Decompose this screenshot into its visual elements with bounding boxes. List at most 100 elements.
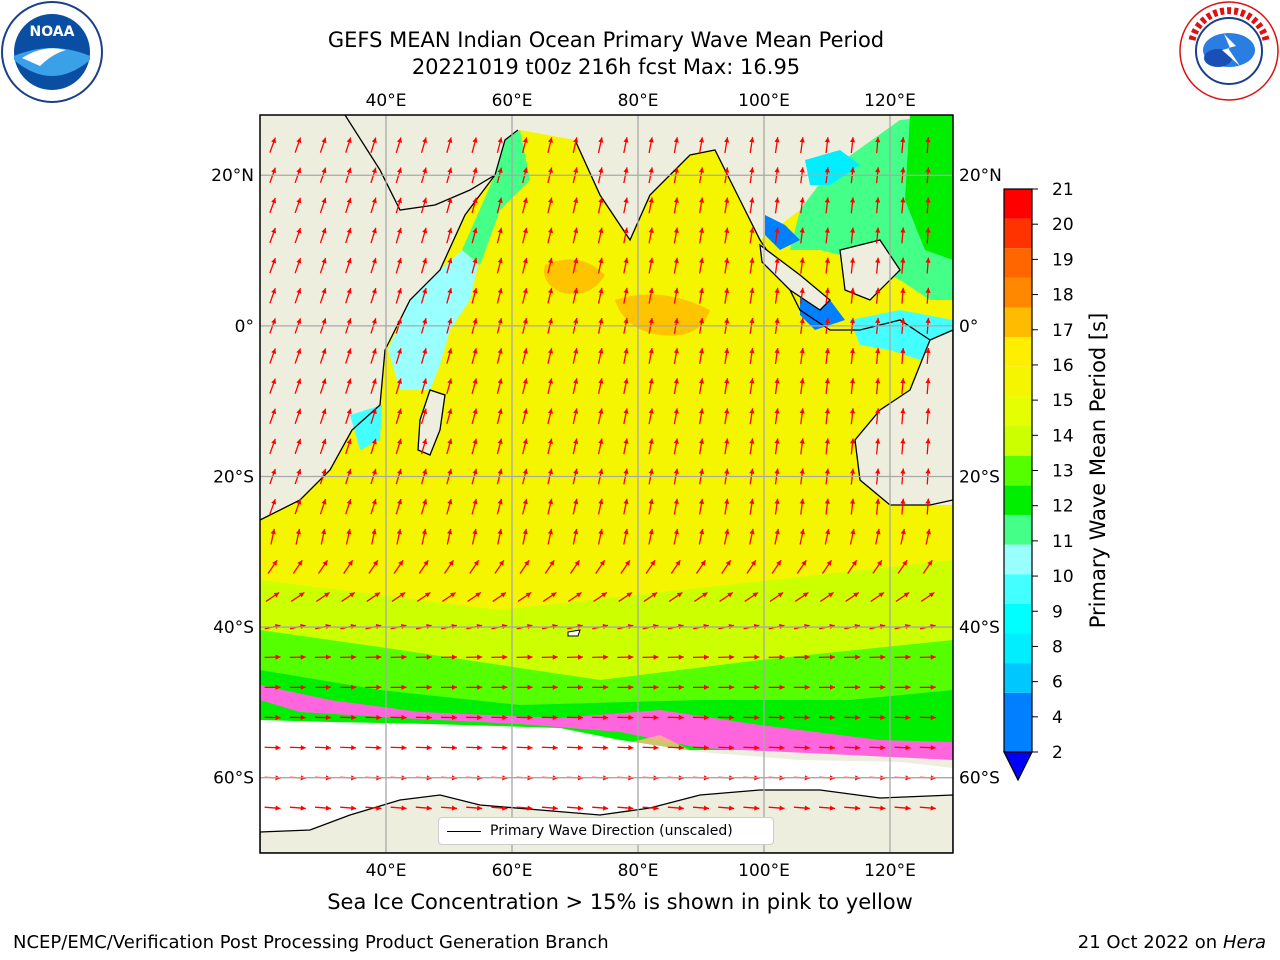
direction-arrow-head [900,167,906,173]
direction-arrow-head [749,167,755,173]
direction-arrow-head [396,498,402,505]
direction-arrow-head [472,408,478,415]
direction-arrow-head [422,498,428,505]
direction-arrow-head [477,714,483,721]
direction-arrow-head [271,348,277,355]
direction-arrow-head [271,408,277,415]
direction-arrow-head [472,227,478,234]
direction-arrow-head [473,560,479,566]
direction-arrow-head [849,378,856,384]
direction-arrow-head [774,167,780,173]
direction-arrow-head [749,137,755,143]
direction-arrow-head [476,805,483,811]
direction-arrow-head [824,137,830,143]
direction-arrow-head [346,197,352,204]
direction-arrow-head [779,684,785,690]
lon-tick-label-top: 120°E [864,91,916,111]
direction-arrow-head [371,197,377,204]
direction-arrow-head [271,468,277,475]
direction-arrow-head [477,745,483,751]
direction-arrow-head [799,468,805,474]
direction-arrow-head [653,805,659,811]
direction-arrow-head [552,654,558,660]
direction-arrow-head [880,684,886,690]
direction-arrow-head [774,498,780,504]
direction-arrow-head [346,528,352,535]
direction-arrow-head [396,137,402,144]
direction-arrow-head [421,528,427,535]
direction-arrow-head [396,257,402,264]
direction-arrow-head [271,137,277,144]
direction-arrow-head [678,654,684,660]
direction-arrow-head [447,197,453,204]
direction-arrow-head [296,258,302,264]
direction-arrow-head [346,408,352,415]
direction-arrow-head [576,592,582,598]
direction-arrow-head [573,408,579,414]
direction-arrow-head [547,227,554,234]
direction-arrow-head [875,227,881,233]
colorbar-bin [1004,189,1032,219]
direction-arrow-head [698,408,705,414]
direction-arrow-head [925,378,931,384]
credit-branch: NCEP/EMC/Verification Post Processing Pr… [13,932,609,953]
direction-arrow-head [804,684,810,690]
map-area [260,115,953,853]
direction-arrow-head [371,468,377,475]
direction-arrow-head [376,684,382,690]
colorbar-tick-label: 10 [1052,567,1074,587]
direction-arrow-head [698,317,705,324]
colorbar-tick-label: 21 [1052,180,1074,200]
direction-arrow-head [522,498,528,505]
colorbar-tick-label: 15 [1052,391,1074,411]
direction-arrow-head [321,197,327,204]
direction-arrow-head [779,714,785,721]
direction-arrow-head [527,654,533,660]
direction-arrow-head [724,137,730,143]
direction-arrow-head [598,227,604,234]
lon-tick-label-bottom: 80°E [618,861,659,881]
direction-arrow-head [371,288,377,294]
direction-arrow-head [472,197,478,204]
direction-arrow-head [724,167,730,173]
direction-arrow-head [849,408,856,414]
direction-arrow-head [875,438,881,444]
direction-arrow-head [552,714,558,721]
direction-arrow-head [447,528,453,535]
direction-arrow-head [401,684,407,690]
direction-arrow-head [447,348,453,354]
direction-arrow-head [703,745,709,751]
direction-arrow-head [522,257,528,264]
direction-arrow-head [650,560,656,566]
direction-arrow-head [447,257,453,264]
direction-arrow-head [623,137,629,143]
direction-arrow-head [522,528,528,535]
direction-arrow-head [648,257,654,264]
direction-arrow-head [472,318,478,324]
direction-arrow-head [900,227,906,233]
direction-arrow-head [422,288,428,294]
direction-arrow-head [925,137,931,143]
colorbar-bin [1004,692,1032,752]
direction-arrow-head [749,197,755,203]
direction-arrow-head [648,348,654,354]
direction-arrow-head [623,287,629,294]
direction-arrow-head [275,714,281,721]
direction-arrow-head [698,438,705,444]
direction-arrow-head [321,438,327,445]
direction-arrow-head [321,227,327,234]
map-grid [260,115,953,853]
direction-arrow-head [875,287,881,294]
direction-arrow-head [577,684,583,690]
colorbar-tick-label: 16 [1052,356,1074,376]
direction-arrow-head [598,167,604,173]
direction-arrow-head [522,197,528,204]
direction-arrow-head [779,805,785,811]
direction-arrow-head [423,560,429,566]
direction-arrow-head [522,137,528,143]
lon-tick-label-bottom: 100°E [738,861,790,881]
direction-arrow-head [497,318,503,324]
africa-coast [260,129,519,521]
direction-arrow-head [346,258,352,264]
map-axis-labels: 40°E 40°E 60°E 60°E 80°E 80°E 100°E 100°E 120°E 1… [211,91,1002,881]
